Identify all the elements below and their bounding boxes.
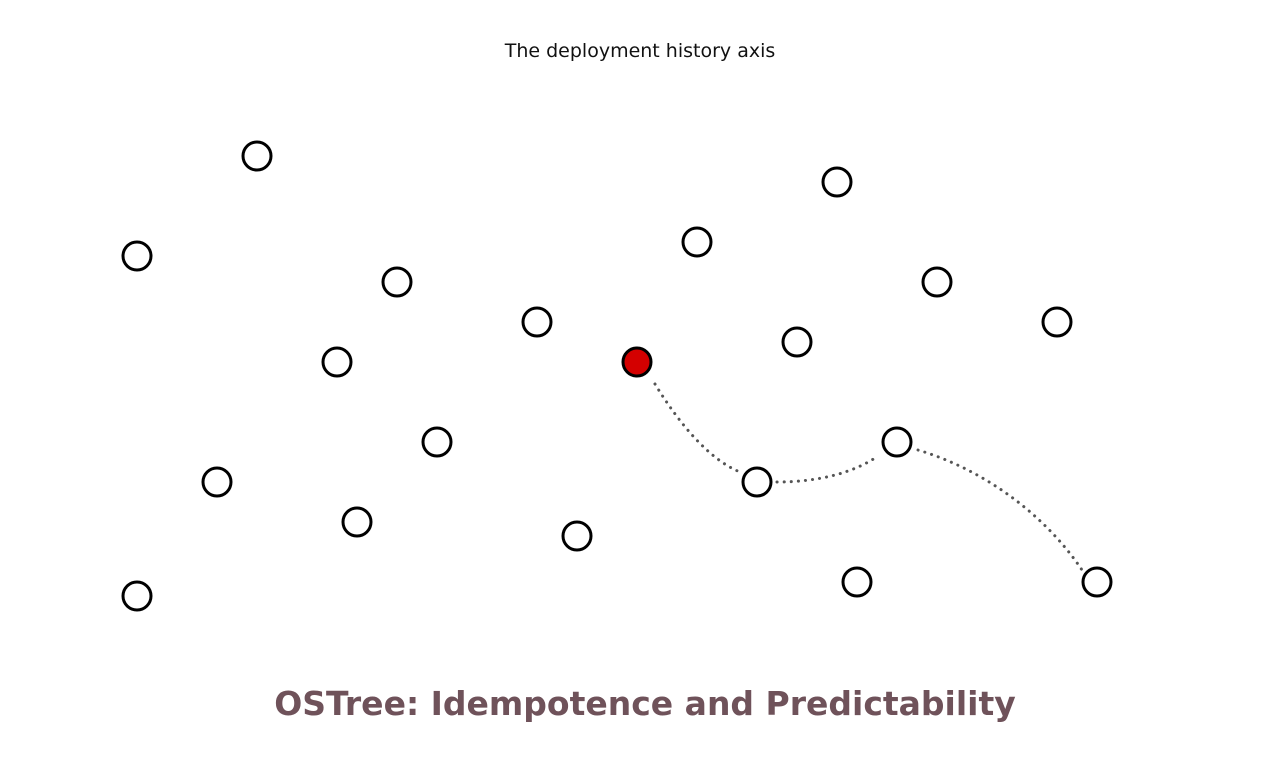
deployment-node xyxy=(121,240,153,272)
current-deployment-node xyxy=(621,346,653,378)
history-path-segment xyxy=(916,448,1084,572)
deployment-node xyxy=(421,426,453,458)
deployment-node xyxy=(521,306,553,338)
history-path-segment xyxy=(775,454,880,484)
deployment-node xyxy=(781,326,813,358)
deployment-node xyxy=(841,566,873,598)
history-path-segment xyxy=(653,382,742,474)
deployment-node xyxy=(681,226,713,258)
deployment-node xyxy=(1041,306,1073,338)
axis-caption: The deployment history axis xyxy=(504,40,776,62)
deployment-node xyxy=(201,466,233,498)
history-paths xyxy=(653,382,1084,572)
deployment-nodes xyxy=(121,140,1113,612)
deployment-node xyxy=(1081,566,1113,598)
deployment-node xyxy=(321,346,353,378)
deployment-node xyxy=(741,466,773,498)
deployment-node xyxy=(921,266,953,298)
deployment-node xyxy=(881,426,913,458)
deployment-node xyxy=(381,266,413,298)
deployment-node xyxy=(121,580,153,612)
deployment-node xyxy=(341,506,373,538)
deployment-node xyxy=(821,166,853,198)
deployment-node xyxy=(561,520,593,552)
deployment-node xyxy=(241,140,273,172)
slide-title: OSTree: Idempotence and Predictability xyxy=(274,684,1016,723)
